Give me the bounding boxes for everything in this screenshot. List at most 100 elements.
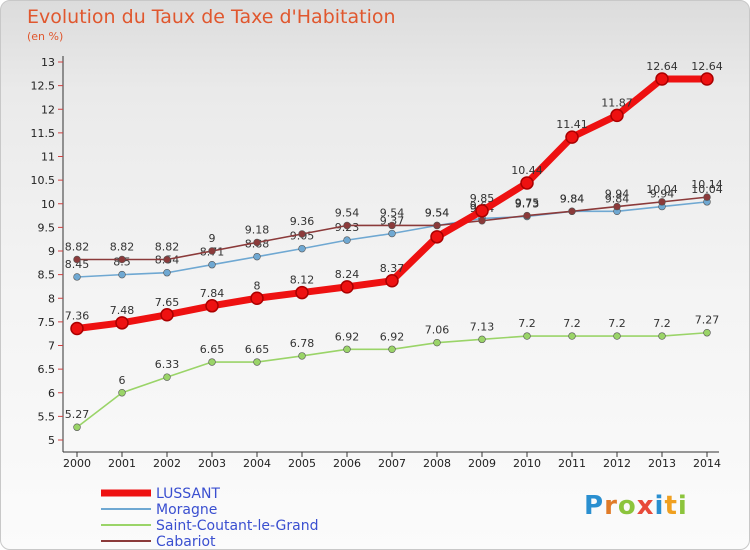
data-point xyxy=(298,352,306,360)
data-label: 9.75 xyxy=(515,197,540,210)
y-tick-label: 5 xyxy=(48,434,55,447)
data-point xyxy=(523,211,531,220)
x-tick-label: 2002 xyxy=(153,457,181,470)
data-point xyxy=(430,230,444,244)
data-point xyxy=(343,236,351,244)
data-label: 6.92 xyxy=(380,330,405,343)
data-label: 12.64 xyxy=(646,60,678,73)
x-tick-label: 2011 xyxy=(558,457,586,470)
y-tick-label: 9 xyxy=(48,245,55,258)
data-point xyxy=(253,252,261,261)
y-tick-label: 11.5 xyxy=(31,127,56,140)
data-point xyxy=(703,193,711,201)
data-label: 10.44 xyxy=(511,164,543,177)
x-tick-label: 2004 xyxy=(243,457,271,470)
data-point xyxy=(118,389,126,397)
data-label: 9.85 xyxy=(470,192,495,205)
data-point xyxy=(568,332,576,340)
data-point xyxy=(253,358,261,366)
data-point xyxy=(118,270,126,279)
y-tick-label: 5.5 xyxy=(38,410,56,423)
logo-letter: t xyxy=(664,491,678,521)
legend-label: LUSSANT xyxy=(156,486,220,502)
data-label: 11.87 xyxy=(601,96,633,109)
data-label: 9.84 xyxy=(605,192,630,205)
data-point xyxy=(613,332,621,340)
data-point xyxy=(478,217,486,225)
data-label: 6.33 xyxy=(155,358,180,371)
data-point xyxy=(568,207,576,216)
data-point xyxy=(70,321,84,336)
data-label: 6.92 xyxy=(335,330,360,343)
data-label: 7.2 xyxy=(563,317,581,330)
y-tick-label: 12.5 xyxy=(31,80,56,93)
data-point xyxy=(208,358,216,366)
data-point xyxy=(208,261,216,269)
y-tick-label: 10 xyxy=(41,198,55,211)
data-point xyxy=(118,255,126,264)
chart-unit: (en %) xyxy=(27,30,64,43)
data-label: 7.2 xyxy=(518,317,536,330)
x-tick-label: 2012 xyxy=(603,457,631,470)
data-point xyxy=(523,332,531,340)
y-tick-label: 12 xyxy=(41,103,55,116)
x-tick-label: 2008 xyxy=(423,457,451,470)
data-point xyxy=(700,72,714,86)
data-point xyxy=(298,230,306,238)
data-point xyxy=(520,176,534,190)
logo-letter: P xyxy=(584,491,605,521)
data-label: 9.54 xyxy=(425,206,450,219)
legend-label: Moragne xyxy=(156,502,217,518)
data-point xyxy=(343,221,351,230)
data-label: 7.36 xyxy=(65,309,90,322)
data-label: 7.27 xyxy=(695,314,720,327)
data-point xyxy=(388,345,396,353)
data-point xyxy=(433,338,441,347)
chart-title: Evolution du Taux de Taxe d'Habitation xyxy=(27,6,396,28)
x-tick-label: 2001 xyxy=(108,457,136,470)
data-label: 8.45 xyxy=(65,258,90,271)
data-point xyxy=(613,202,621,211)
x-tick-label: 2009 xyxy=(468,457,496,470)
data-point xyxy=(208,247,216,255)
data-point xyxy=(388,229,396,238)
data-label: 9.37 xyxy=(380,215,405,228)
x-tick-label: 2014 xyxy=(693,457,721,470)
x-tick-label: 2000 xyxy=(63,457,91,470)
data-point xyxy=(658,198,666,206)
data-label: 10.04 xyxy=(646,183,678,196)
data-point xyxy=(655,72,669,86)
data-point xyxy=(343,345,351,353)
data-label: 6.65 xyxy=(245,343,270,356)
data-label: 8.82 xyxy=(65,241,90,254)
x-tick-label: 2006 xyxy=(333,457,361,470)
data-label: 6 xyxy=(119,374,126,387)
data-label: 5.27 xyxy=(65,408,90,421)
data-label: 7.13 xyxy=(470,320,495,333)
data-label: 7.84 xyxy=(200,287,225,300)
data-label: 8.24 xyxy=(335,268,360,281)
logo-letter: r xyxy=(604,491,618,521)
data-point xyxy=(115,316,129,330)
data-label: 9 xyxy=(209,232,216,245)
y-tick-label: 8.5 xyxy=(38,269,56,282)
data-point xyxy=(478,335,486,344)
data-label: 8 xyxy=(254,279,261,292)
y-tick-label: 7 xyxy=(48,340,55,353)
data-point xyxy=(388,221,396,230)
data-point xyxy=(295,285,309,300)
data-point xyxy=(565,130,579,144)
data-label: 6.65 xyxy=(200,343,225,356)
data-label: 7.48 xyxy=(110,304,135,317)
y-tick-label: 13 xyxy=(41,56,55,69)
data-point xyxy=(340,280,354,294)
data-point xyxy=(610,108,624,123)
data-point xyxy=(205,299,219,313)
data-label: 9.36 xyxy=(290,215,315,228)
data-label: 8.12 xyxy=(290,274,315,287)
data-label: 6.78 xyxy=(290,337,315,350)
data-point xyxy=(385,274,399,288)
x-tick-label: 2005 xyxy=(288,457,316,470)
data-point xyxy=(250,291,264,305)
